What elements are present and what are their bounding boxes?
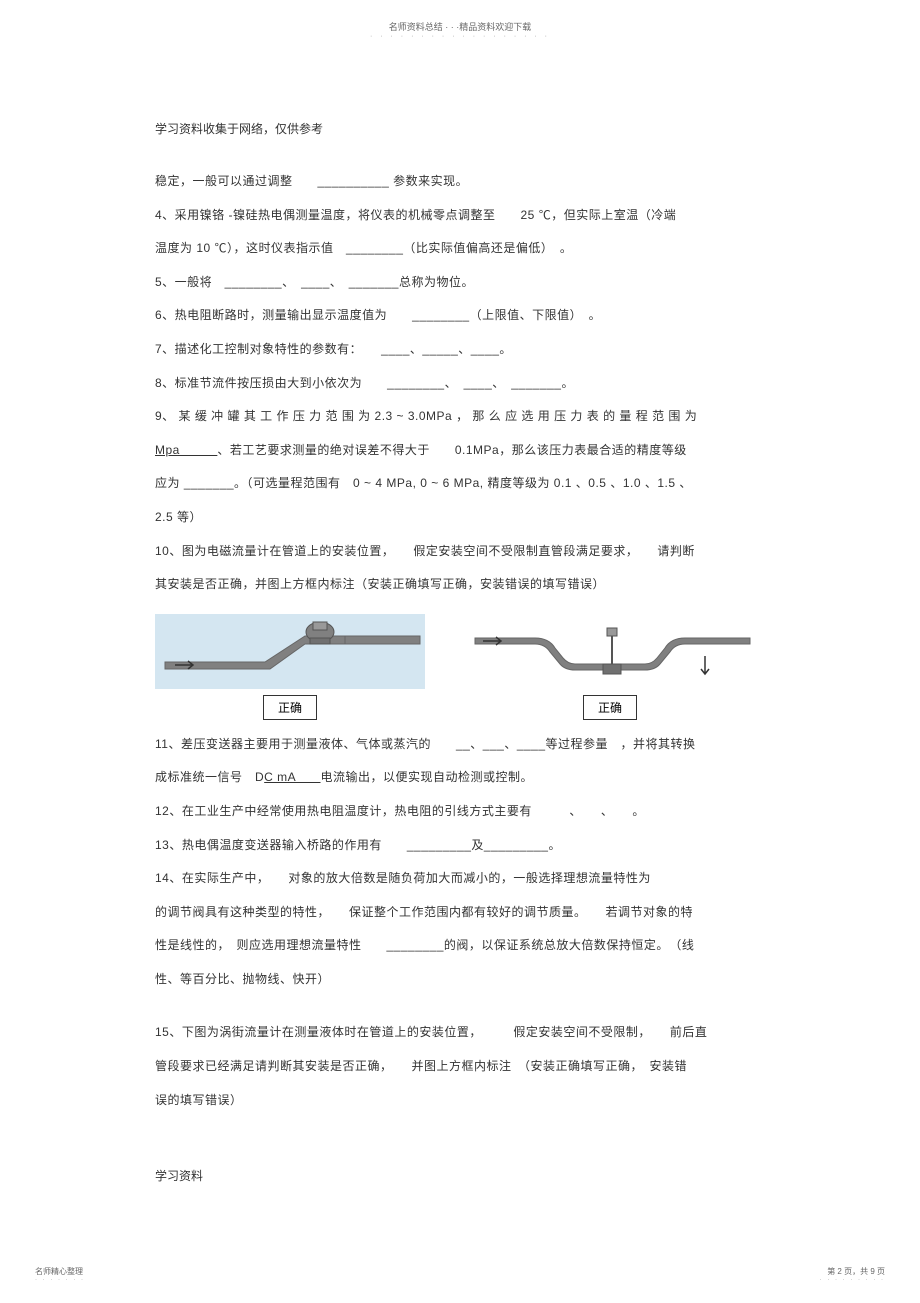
line-9b: Mpa 、若工艺要求测量的绝对误差不得大于 0.1MPa，那么该压力表最合适的精… [155, 434, 765, 468]
main-content: 学习资料收集于网络，仅供参考 稳定，一般可以通过调整 __________ 参数… [0, 40, 920, 1184]
page-header: 名师资料总结 · · ·精品资料欢迎下载 · · · · · · · · · ·… [0, 0, 920, 40]
line-15b: 管段要求已经满足请判断其安装是否正确， 并图上方框内标注 （安装正确填写正确， … [155, 1050, 765, 1084]
line-12: 12、在工业生产中经常使用热电阻温度计，热电阻的引线方式主要有 、 、 。 [155, 795, 765, 829]
footer-right-dots: · · · · · · · · · [820, 1277, 885, 1283]
footer-right-text: 第 2 页，共 9 页 [820, 1266, 885, 1277]
line-4: 4、采用镍铬 -镍硅热电偶测量温度，将仪表的机械零点调整至 25 ℃，但实际上室… [155, 199, 765, 233]
line-15c: 误的填写错误） [155, 1084, 765, 1118]
footer-left-dots: · · · · · · · [35, 1277, 85, 1283]
line-13: 13、热电偶温度变送器输入桥路的作用有 _________及_________。 [155, 829, 765, 863]
line-7: 7、描述化工控制对象特性的参数有： ____、_____、____。 [155, 333, 765, 367]
line-9b-rest: 、若工艺要求测量的绝对误差不得大于 0.1MPa，那么该压力表最合适的精度等级 [217, 443, 686, 457]
line-14c: 性是线性的， 则应选用理想流量特性 ________的阀，以保证系统总放大倍数保… [155, 929, 765, 963]
footer-left-text: 名师精心整理 [35, 1266, 85, 1277]
line-9b-underline: Mpa [155, 443, 217, 457]
diagram-1-label: 正确 [263, 695, 317, 720]
diagrams-row: 正确 正确 [155, 614, 765, 720]
line-11: 11、差压变送器主要用于测量液体、气体或蒸汽的 __、___、____等过程参量… [155, 728, 765, 762]
diagram-1-svg [155, 614, 425, 689]
line-9: 9、 某 缓 冲 罐 其 工 作 压 力 范 围 为 2.3 ~ 3.0MPa … [155, 400, 765, 434]
line-14: 14、在实际生产中， 对象的放大倍数是随负荷加大而减小的，一般选择理想流量特性为 [155, 862, 765, 896]
study-footer: 学习资料 [155, 1167, 765, 1184]
line-6: 6、热电阻断路时，测量输出显示温度值为 ________（上限值、下限值） 。 [155, 299, 765, 333]
diagram-2-label: 正确 [583, 695, 637, 720]
diagram-2-svg [465, 614, 755, 689]
diagram-1-box: 正确 [155, 614, 425, 720]
line-14d: 性、等百分比、抛物线、快开） [155, 963, 765, 997]
line-3: 稳定，一般可以通过调整 __________ 参数来实现。 [155, 165, 765, 199]
line-10: 10、图为电磁流量计在管道上的安装位置， 假定安装空间不受限制直管段满足要求， … [155, 535, 765, 569]
line-8: 8、标准节流件按压损由大到小依次为 ________、 ____、 ______… [155, 367, 765, 401]
footer-right: 第 2 页，共 9 页 · · · · · · · · · [820, 1266, 885, 1283]
line-11b-prefix: 成标准统一信号 D [155, 770, 264, 784]
line-9c: 应为 _______。（可选量程范围有 0 ~ 4 MPa, 0 ~ 6 MPa… [155, 467, 765, 501]
diagram-2-box: 正确 [465, 614, 755, 720]
line-10b: 其安装是否正确，并图上方框内标注（安装正确填写正确，安装错误的填写错误） [155, 568, 765, 602]
line-4b: 温度为 10 ℃），这时仪表指示值 ________（比实际值偏高还是偏低） 。 [155, 232, 765, 266]
line-14b: 的调节阀具有这种类型的特性， 保证整个工作范围内都有较好的调节质量。 若调节对象… [155, 896, 765, 930]
subtitle: 学习资料收集于网络，仅供参考 [155, 120, 765, 137]
line-11b-rest: 电流输出，以便实现自动检测或控制。 [321, 770, 534, 784]
header-text: 名师资料总结 · · ·精品资料欢迎下载 [0, 20, 920, 33]
footer-left: 名师精心整理 · · · · · · · [35, 1266, 85, 1283]
header-dots: · · · · · · · · · · · · · · · · · · [0, 33, 920, 40]
line-9d: 2.5 等） [155, 501, 765, 535]
line-5: 5、一般将 ________、 ____、 _______总称为物位。 [155, 266, 765, 300]
line-15: 15、下图为涡街流量计在测量液体时在管道上的安装位置， 假定安装空间不受限制， … [155, 1016, 765, 1050]
line-11b: 成标准统一信号 DC mA 电流输出，以便实现自动检测或控制。 [155, 761, 765, 795]
line-11b-underline: C mA [264, 770, 320, 784]
